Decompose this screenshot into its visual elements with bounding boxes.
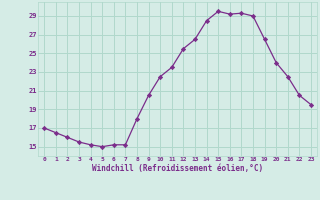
X-axis label: Windchill (Refroidissement éolien,°C): Windchill (Refroidissement éolien,°C) [92, 164, 263, 173]
